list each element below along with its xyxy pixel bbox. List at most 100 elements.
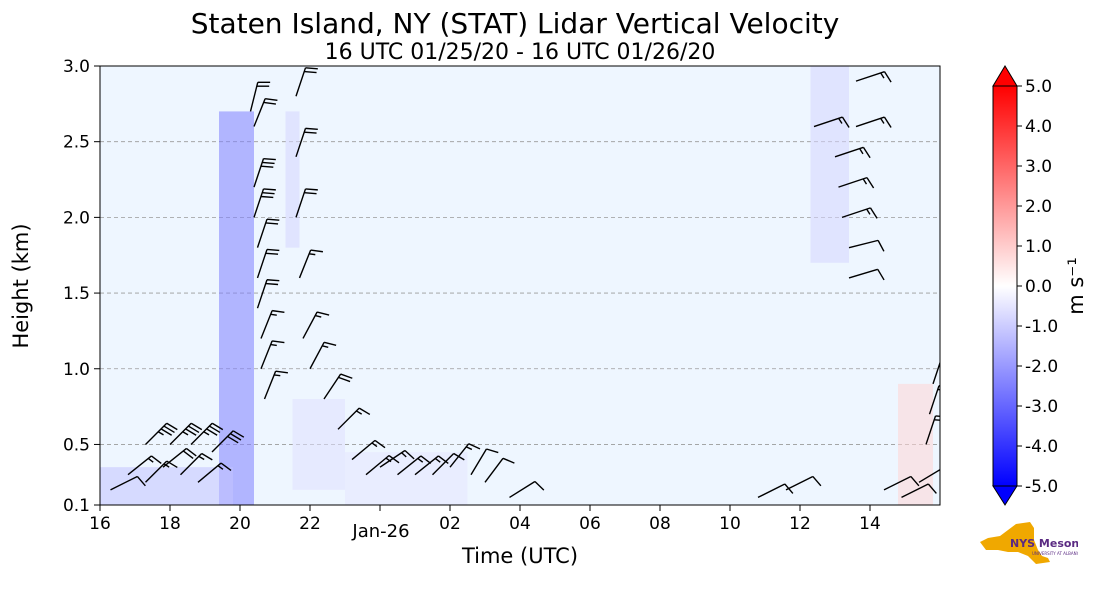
wind-barb: [263, 370, 288, 400]
y-tick-label: 2.5: [63, 133, 90, 153]
nys-mesonet-logo: NYS Mesonet UNIVERSITY AT ALBANY: [978, 520, 1092, 568]
colorbar-tick-label: 3.0: [1025, 157, 1052, 177]
wind-barb: [509, 480, 545, 499]
colorbar-tick-label: 5.0: [1025, 77, 1052, 97]
wind-barb: [337, 407, 371, 430]
colorbar-tick-label: -1.0: [1025, 317, 1058, 337]
colorbar-tick-label: -2.0: [1025, 357, 1058, 377]
wind-barb: [253, 188, 276, 218]
wind-barb: [834, 146, 871, 159]
wind-barb: [197, 462, 232, 483]
wind-barb: [253, 98, 278, 127]
colorbar-tick-label: 0.0: [1025, 277, 1052, 297]
wind-barb: [838, 176, 875, 189]
velocity-region: [219, 111, 254, 505]
colorbar-tick-label: -3.0: [1025, 397, 1058, 417]
colorbar-tick-label: 4.0: [1025, 117, 1052, 137]
velocity-region: [810, 66, 849, 263]
wind-barb: [397, 455, 432, 476]
wind-barb: [190, 422, 224, 445]
wind-barb: [180, 452, 213, 476]
wind-barb: [169, 422, 203, 445]
colorbar-gradient: [992, 85, 1018, 487]
wind-barb: [351, 439, 386, 461]
wind-barb: [309, 341, 337, 370]
wind-barb: [295, 127, 318, 158]
chart-title: Staten Island, NY (STAT) Lidar Vertical …: [191, 7, 840, 40]
wind-barb: [379, 449, 415, 468]
wind-barb: [449, 443, 481, 468]
logo-subtext: UNIVERSITY AT ALBANY: [1032, 551, 1078, 556]
velocity-region: [100, 467, 233, 505]
wind-barb: [260, 309, 285, 339]
wind-barb: [256, 279, 280, 309]
wind-barb: [211, 430, 245, 453]
y-tick-label: 2.0: [63, 208, 90, 228]
y-tick-label: 0.1: [63, 496, 90, 516]
wind-barb: [249, 81, 271, 112]
y-tick-label: 1.5: [63, 284, 90, 304]
velocity-region: [285, 111, 300, 248]
wind-barb: [414, 455, 449, 476]
y-axis-ticks: 0.1 0.5 1.0 1.5 2.0 2.5 3.0: [63, 57, 100, 516]
wind-barb: [813, 116, 850, 128]
x-tick-label: 22: [299, 514, 321, 534]
x-tick-label: 10: [719, 514, 741, 534]
wind-barb: [855, 116, 892, 128]
wind-barb: [323, 373, 353, 400]
x-tick-label: 04: [509, 514, 531, 534]
x-axis-ticks: 16 18 20 22 02 04 06 08 10 12 14: [89, 505, 881, 534]
wind-barb: [127, 455, 162, 476]
velocity-region: [898, 383, 933, 505]
ny-state-shape: [980, 522, 1050, 564]
wind-barb: [855, 70, 892, 83]
colorbar-tick-label: 2.0: [1025, 197, 1052, 217]
velocity-region: [345, 452, 468, 505]
wind-barb: [145, 422, 178, 445]
x-tick-label: 06: [579, 514, 601, 534]
logo-text: NYS Mesonet: [1010, 537, 1078, 550]
x-tick-label: 20: [229, 514, 251, 534]
colorbar-tick-label: -5.0: [1025, 477, 1058, 497]
wind-barb: [841, 207, 878, 219]
x-tick-label: 18: [159, 514, 181, 534]
colorbar-bottom-arrow: [992, 485, 1018, 506]
wind-barb: [110, 475, 146, 491]
chart-subtitle: 16 UTC 01/25/20 - 16 UTC 01/26/20: [325, 40, 716, 65]
wind-barb: [256, 248, 280, 279]
x-tick-label: 14: [859, 514, 881, 534]
x-tick-label: 12: [789, 514, 811, 534]
wind-barb: [918, 468, 940, 483]
x-tick-label: 02: [439, 514, 461, 534]
wind-barb: [260, 340, 285, 370]
colorbar-label: m s⁻¹: [1064, 257, 1088, 315]
x-axis-date-label: Jan-26: [351, 521, 409, 542]
wind-barb: [932, 360, 940, 385]
wind-barb: [925, 415, 940, 445]
x-axis-label: Time (UTC): [461, 544, 578, 568]
y-tick-label: 3.0: [63, 57, 90, 77]
colorbar-tick-label: 1.0: [1025, 237, 1052, 257]
y-tick-label: 0.5: [63, 435, 90, 455]
wind-barb: [883, 475, 920, 491]
wind-barb: [785, 475, 822, 491]
wind-barb: [295, 67, 318, 97]
velocity-regions: [100, 66, 933, 505]
colorbar-ticks: 5.0 4.0 3.0 2.0 1.0 0.0 -1.0 -2.0 -3.0 -4.0 -5.0: [1017, 77, 1058, 497]
wind-barb: [928, 385, 940, 415]
wind-barb: [298, 249, 323, 279]
y-axis-label: Height (km): [9, 223, 33, 348]
wind-barb: [484, 457, 515, 483]
wind-barb: [162, 447, 197, 468]
x-tick-label: 16: [89, 514, 111, 534]
wind-barb: [901, 483, 937, 499]
wind-barb: [253, 157, 276, 188]
wind-barb: [256, 218, 280, 248]
logo-graphic: NYS Mesonet UNIVERSITY AT ALBANY: [980, 522, 1092, 564]
colorbar-tick-label: -4.0: [1025, 437, 1058, 457]
wind-barb: [470, 448, 499, 476]
wind-barb: [848, 239, 885, 252]
wind-barb: [848, 268, 885, 281]
wind-barb: [295, 188, 318, 218]
